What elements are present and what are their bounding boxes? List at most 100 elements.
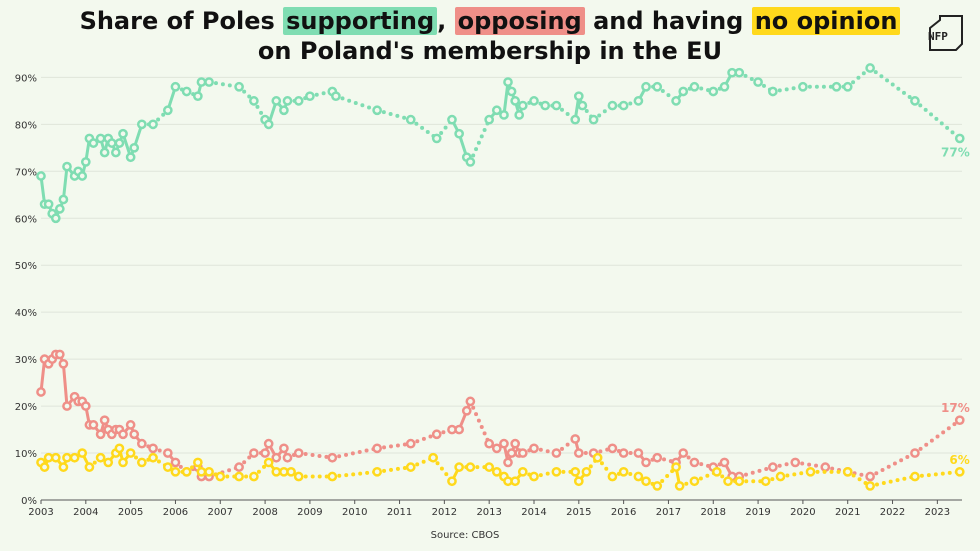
- data-point: [263, 457, 274, 468]
- series-segment: [61, 362, 69, 408]
- series-segment: [912, 98, 962, 141]
- data-point: [50, 213, 61, 224]
- chart-grid: [41, 76, 962, 501]
- data-point: [80, 157, 91, 167]
- data-point: [204, 77, 214, 87]
- y-tick-label: 0%: [21, 496, 37, 507]
- data-point: [95, 429, 106, 440]
- data-point: [529, 471, 539, 482]
- x-tick-label: 2021: [835, 507, 860, 518]
- data-point: [678, 448, 689, 458]
- data-point: [671, 96, 681, 106]
- y-tick-label: 90%: [15, 73, 37, 84]
- data-point: [954, 415, 965, 426]
- source-note: Source: CBOS: [430, 530, 500, 541]
- data-point: [95, 452, 106, 463]
- data-point: [327, 452, 338, 463]
- series-segment: [502, 80, 510, 117]
- data-point: [503, 457, 513, 468]
- x-tick-label: 2013: [476, 507, 501, 518]
- data-point: [865, 471, 875, 482]
- series-segment: [778, 469, 813, 479]
- title-comma: ,: [437, 7, 455, 35]
- data-point: [95, 133, 106, 144]
- data-point: [136, 457, 147, 468]
- data-point: [775, 471, 786, 482]
- data-point: [573, 91, 584, 102]
- series-segment: [793, 460, 828, 470]
- data-point: [405, 438, 416, 449]
- data-point: [129, 429, 140, 440]
- data-point: [652, 452, 663, 463]
- data-point: [372, 443, 382, 454]
- data-point: [592, 452, 603, 463]
- data-point: [54, 204, 65, 214]
- data-point: [193, 91, 203, 102]
- data-point: [114, 138, 125, 148]
- data-point: [641, 457, 651, 468]
- data-point: [80, 401, 91, 411]
- data-point: [58, 462, 69, 472]
- data-point: [43, 199, 54, 210]
- data-point: [831, 81, 842, 92]
- series-segment: [184, 89, 200, 99]
- data-point: [910, 448, 920, 458]
- series-segment: [868, 66, 917, 103]
- series-segment: [375, 441, 413, 451]
- series-group: 77% 17% 6%: [36, 63, 970, 491]
- data-point: [503, 77, 513, 87]
- data-point: [484, 462, 495, 472]
- x-tick-label: 2018: [701, 507, 726, 518]
- data-point: [820, 462, 831, 472]
- data-point: [607, 100, 618, 111]
- data-point: [910, 471, 920, 482]
- data-point: [517, 100, 528, 111]
- data-point: [234, 462, 244, 472]
- data-point: [77, 171, 88, 181]
- data-point: [768, 462, 778, 472]
- title-opposing-highlight: opposing: [454, 7, 585, 35]
- data-point: [305, 91, 315, 102]
- data-point: [260, 448, 270, 458]
- data-point: [36, 171, 46, 181]
- data-point: [506, 86, 517, 97]
- data-point: [234, 471, 244, 482]
- data-point: [529, 443, 539, 454]
- data-point: [491, 105, 502, 116]
- nfp-logo-icon: [929, 15, 963, 51]
- data-point: [641, 476, 651, 487]
- data-point: [551, 448, 562, 458]
- data-point: [50, 452, 61, 463]
- data-point: [114, 443, 125, 454]
- data-point: [58, 358, 69, 369]
- x-tick-label: 2005: [118, 507, 143, 518]
- data-point: [118, 457, 128, 468]
- data-point: [249, 448, 259, 458]
- data-point: [573, 476, 584, 487]
- data-point: [148, 119, 158, 130]
- data-point: [293, 96, 304, 106]
- x-tick-label: 2004: [73, 507, 98, 518]
- data-point: [77, 448, 88, 458]
- title-no-opinion-highlight: no opinion: [751, 7, 901, 35]
- y-tick-label: 50%: [15, 261, 37, 272]
- data-point: [136, 438, 147, 449]
- series-segment: [207, 80, 242, 89]
- data-point: [641, 81, 651, 92]
- data-point: [689, 457, 700, 468]
- data-point: [125, 448, 136, 458]
- data-point: [865, 63, 875, 73]
- series-segment: [139, 441, 156, 451]
- series-segment: [711, 84, 727, 94]
- x-tick-label: 2023: [925, 507, 950, 518]
- data-point: [162, 105, 173, 116]
- data-point: [271, 466, 282, 477]
- y-tick-label: 80%: [15, 120, 37, 131]
- data-point: [84, 462, 95, 472]
- nfp-logo-text: NFP: [928, 30, 948, 43]
- series-segment: [531, 98, 548, 108]
- data-point: [618, 100, 629, 111]
- data-point: [196, 466, 207, 477]
- data-point: [719, 457, 730, 468]
